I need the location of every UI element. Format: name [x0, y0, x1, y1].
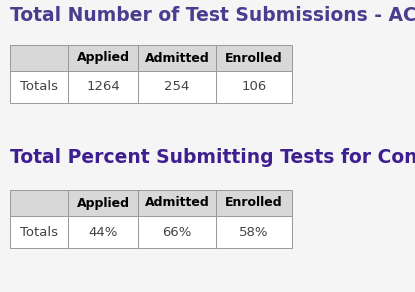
- Bar: [138, 216, 216, 248]
- Text: 44%: 44%: [88, 225, 118, 239]
- Text: Admitted: Admitted: [144, 197, 210, 209]
- Text: 1264: 1264: [86, 81, 120, 93]
- Text: Total Number of Test Submissions - ACT: Total Number of Test Submissions - ACT: [10, 6, 415, 25]
- Bar: [216, 216, 292, 248]
- Text: 254: 254: [164, 81, 190, 93]
- Bar: [138, 71, 216, 103]
- Text: Totals: Totals: [20, 225, 58, 239]
- Bar: [10, 216, 68, 248]
- Text: Total Percent Submitting Tests for Consi: Total Percent Submitting Tests for Consi: [10, 148, 415, 167]
- Text: Enrolled: Enrolled: [225, 51, 283, 65]
- Bar: [68, 216, 138, 248]
- Text: 106: 106: [242, 81, 266, 93]
- Text: Applied: Applied: [76, 197, 129, 209]
- Bar: [10, 71, 68, 103]
- Bar: [216, 71, 292, 103]
- Text: 58%: 58%: [239, 225, 269, 239]
- Bar: [138, 190, 216, 216]
- Bar: [68, 190, 138, 216]
- Bar: [10, 190, 68, 216]
- Text: Admitted: Admitted: [144, 51, 210, 65]
- Bar: [10, 45, 68, 71]
- Bar: [216, 190, 292, 216]
- Text: 66%: 66%: [162, 225, 192, 239]
- Text: Enrolled: Enrolled: [225, 197, 283, 209]
- Bar: [138, 45, 216, 71]
- Bar: [216, 45, 292, 71]
- Text: Applied: Applied: [76, 51, 129, 65]
- Text: Totals: Totals: [20, 81, 58, 93]
- Bar: [68, 71, 138, 103]
- Bar: [68, 45, 138, 71]
